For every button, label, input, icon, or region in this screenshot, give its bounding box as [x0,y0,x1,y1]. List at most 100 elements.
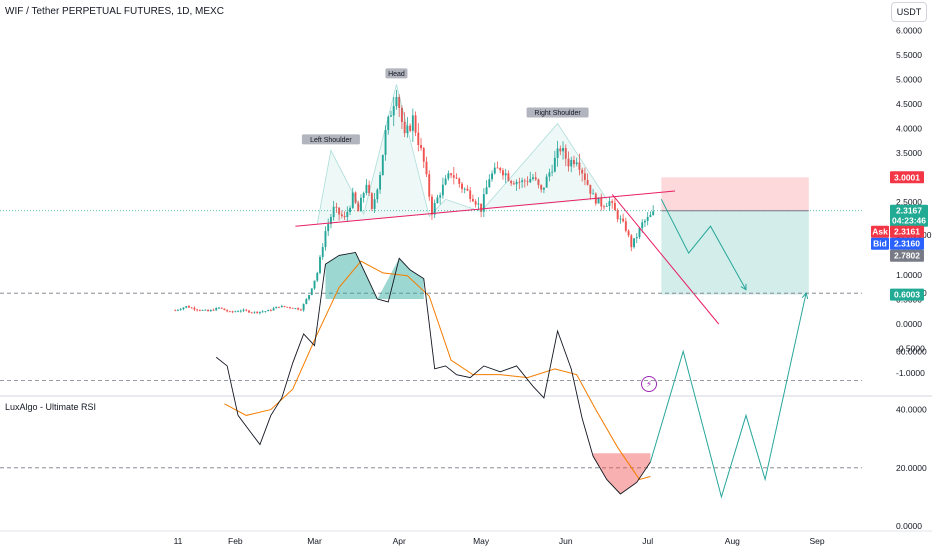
rsi-indicator-title[interactable]: LuxAlgo - Ultimate RSI [5,402,97,412]
candle-body [264,311,267,312]
rsi-projection-arrowhead [801,292,809,300]
candle-body [242,309,245,311]
candle-body [370,193,373,209]
x-tick-label: Jul [642,536,653,546]
candle-body [439,195,442,198]
target-price-tag-bg [890,288,924,301]
candle-body [250,312,253,314]
candle-body [466,188,469,191]
x-tick-label: Jun [559,536,573,546]
candle-body [245,309,248,311]
candle-body [597,197,600,204]
candle-body [600,197,603,207]
other-price-tag-bg [890,249,924,262]
candle-body [529,178,532,183]
ask-tag-bg [890,225,924,238]
candle-body [196,309,199,311]
drawings: Left Shoulder Head Right Shoulder [295,68,747,325]
candle-body [411,115,414,131]
ask-tag-prefix-bg [871,225,889,238]
candle-body [209,309,212,312]
candle-body [521,180,524,182]
overbought-fill [325,252,424,300]
hs-pattern-outline [316,84,608,224]
ask-tag: 2.3161 [894,227,920,237]
candle-body [406,125,409,134]
candle-body [433,202,436,215]
candle-body [452,175,455,178]
countdown-tag: 04:23:46 [892,216,926,226]
y-tick-label: 4.5000 [896,99,922,109]
candle-body [387,116,390,131]
last-price-tag: 2.3167 [896,206,922,216]
candle-body [278,306,280,308]
y-tick-label: 0.0000 [896,319,922,329]
candle-body [436,197,439,203]
rsi-y-tick-label: 40.0000 [896,405,927,415]
candle-body [179,309,182,310]
candle-body [198,310,201,311]
candle-body [253,311,256,313]
candle-body [212,309,215,311]
candle-body [502,170,504,176]
candle-body [395,97,398,107]
y-tick-label: 1.0000 [896,270,922,280]
candle-body [201,309,204,311]
projection-path [660,199,747,291]
candle-body [373,199,376,209]
candle-body [532,177,534,179]
candle-body [447,173,450,179]
candle-body [646,217,649,221]
x-tick-label: Feb [228,536,243,546]
candle-body [261,311,264,313]
candle-body [349,207,351,212]
candle-body [526,181,529,183]
candle-body [414,115,417,133]
candle-body [417,132,420,145]
candle-body [567,158,570,167]
candle-body [649,215,652,218]
candle-body [635,237,638,239]
candle-body [444,178,447,185]
candle-body [624,221,627,231]
candle-body [510,180,513,184]
candle-body [193,307,196,310]
candle-body [450,173,453,176]
chart-title: WIF / Tether PERPETUAL FUTURES, 1D, MEXC [5,6,224,17]
y-tick-label: -0.5000 [896,343,925,353]
candle-body [258,311,261,313]
rsi-pane [0,251,862,499]
flash-icon[interactable]: ⚡ [641,376,657,392]
position-tool [661,177,809,295]
candle-body [608,201,611,207]
candle-body [215,307,218,311]
rsi-y-tick-label: 60.0000 [896,346,927,356]
projection-arrowhead [740,283,747,291]
pattern-label: Left Shoulder [310,137,352,144]
candles [174,89,655,315]
candle-body [420,144,422,149]
candle-body [379,175,382,190]
target-price-tag: 0.6003 [894,290,920,300]
candle-body [641,222,644,229]
x-tick-label: Sep [809,536,824,546]
candle-body [207,309,209,312]
candle-body [280,305,283,308]
pattern-label-bg [385,68,408,79]
candle-body [398,97,401,108]
candle-body [340,214,343,217]
y-tick-label: 5.5000 [896,50,922,60]
candle-body [360,197,362,212]
candle-body [575,162,578,165]
candle-body [390,115,392,117]
candle-body [302,303,305,311]
candle-body [491,173,493,180]
currency-button[interactable]: USDT [891,2,927,22]
grid-layer [0,210,932,532]
candle-body [223,308,226,311]
last-price-tag-bg [890,204,928,227]
candle-body [562,147,564,152]
candle-body [218,307,220,309]
